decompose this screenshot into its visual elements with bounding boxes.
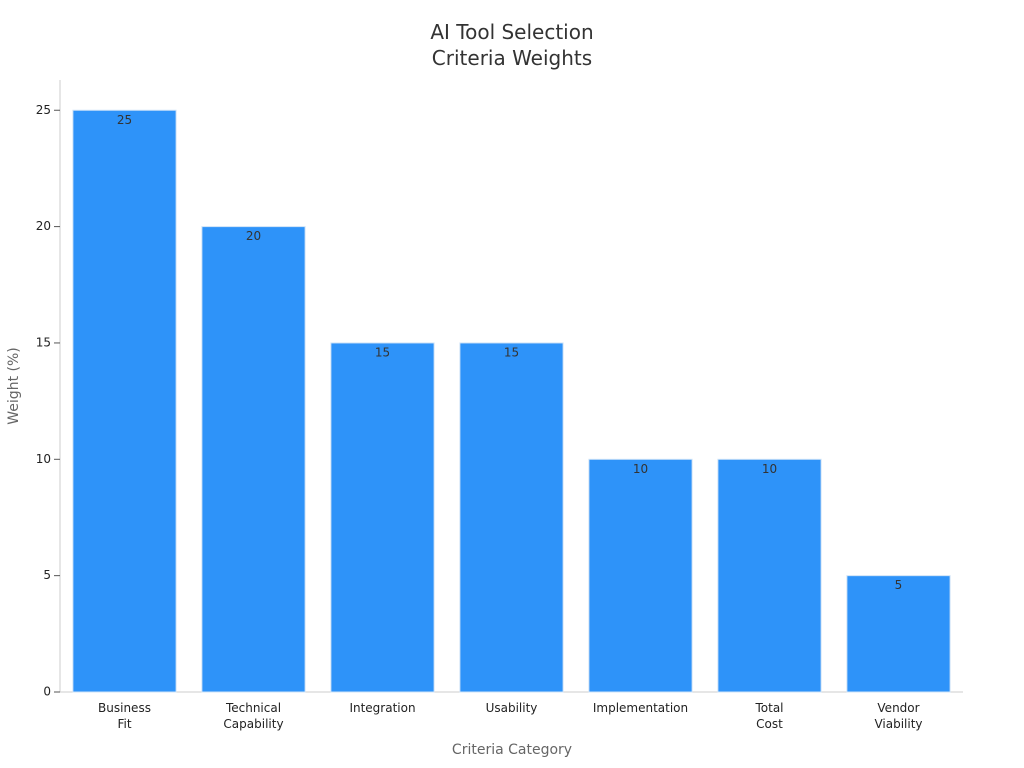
value-label: 10: [762, 462, 777, 476]
y-tick-label: 0: [43, 685, 51, 699]
bar: [72, 109, 177, 693]
bar: [201, 226, 306, 693]
y-tick-label: 25: [36, 103, 51, 117]
bar: [846, 575, 951, 693]
value-label: 15: [504, 345, 519, 359]
x-tick-label: Usability: [486, 701, 538, 715]
x-axis-label: Criteria Category: [452, 742, 572, 758]
x-tick-label: Implementation: [593, 701, 688, 715]
value-label: 15: [375, 345, 390, 359]
y-tick-label: 5: [43, 568, 51, 582]
chart-title: AI Tool Selection Criteria Weights: [430, 20, 593, 70]
value-label: 5: [895, 578, 903, 592]
bar: [588, 458, 693, 693]
x-tick-label: Technical Capability: [223, 701, 283, 731]
x-tick-label: Total Cost: [754, 701, 783, 731]
y-axis-label: Weight (%): [6, 347, 22, 424]
x-tick-label: Vendor Viability: [874, 701, 922, 731]
y-tick-label: 20: [36, 219, 51, 233]
x-tick-label: Business Fit: [98, 701, 151, 731]
bar: [717, 458, 822, 693]
value-label: 25: [117, 113, 132, 127]
y-tick-label: 15: [36, 335, 51, 349]
x-tick-label: Integration: [349, 701, 415, 715]
bar: [330, 342, 435, 693]
y-tick-label: 10: [36, 452, 51, 466]
bar: [459, 342, 564, 693]
value-label: 20: [246, 229, 261, 243]
value-label: 10: [633, 462, 648, 476]
